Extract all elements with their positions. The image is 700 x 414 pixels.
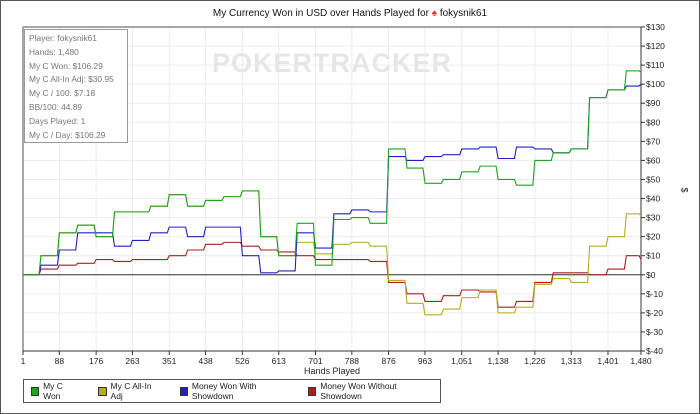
legend-item[interactable]: My C All-In Adj [98,381,158,401]
legend-label: My C All-In Adj [110,381,152,401]
watermark-logo: POKERTRACKER [212,48,452,78]
x-tick-label: 701 [308,356,322,366]
stat-line: My C / Day: $106.29 [29,129,106,140]
x-tick-label: 526 [235,356,249,366]
stat-line: My C / 100: $7.18 [29,88,96,99]
stat-line: My C All-In Adj: $30.95 [29,74,114,85]
legend-item[interactable]: Money Won With Showdown [179,381,287,401]
stats-box: Player: fokysnik61 Hands: 1,480 My C Won: … [24,29,128,143]
legend-swatch [31,386,40,396]
x-tick-label: 1,480 [630,356,652,366]
x-tick-label: 1 [21,356,26,366]
stat-line: My C Won: $106.29 [29,60,103,71]
x-tick-label: 1,401 [597,356,619,366]
series-line-money-won-without-showdown [23,241,642,308]
y-tick-label: $60 [646,155,660,165]
legend-label: Money Won With Showdown [191,381,257,401]
legend-label: Money Won Without Showdown [320,381,397,401]
y-tick-label: $120 [646,41,665,51]
y-tick-label: $30 [646,213,660,223]
stat-line: Player: fokysnik61 [29,33,97,43]
y-tick-label: $90 [646,98,660,108]
y-tick-label: $-10 [646,289,663,299]
x-tick-label: 263 [125,356,139,366]
y-tick-label: $40 [646,194,660,204]
legend: My C Won My C All-In Adj Money Won With Sh… [23,379,441,403]
chart-title: My Currency Won in USD over Hands Played… [0,8,700,19]
legend-item[interactable]: My C Won [31,381,77,401]
y-tick-label: $10 [646,251,660,261]
x-tick-label: 351 [162,356,176,366]
legend-swatch [308,386,317,396]
x-tick-label: 1,051 [451,356,473,366]
y-tick-label: $50 [646,174,660,184]
legend-item[interactable]: Money Won Without Showdown [308,381,426,401]
y-tick-label: $0 [646,270,656,280]
y-tick-label: $100 [646,79,665,89]
y-axis-label: $ [679,187,690,193]
x-tick-label: 788 [345,356,359,366]
y-tick-label: $-30 [646,327,663,337]
y-tick-label: $70 [646,136,660,146]
x-tick-label: 88 [55,356,65,366]
stat-line: Days Played: 1 [29,115,86,126]
x-axis-label: Hands Played [303,366,361,376]
y-tick-label: $110 [646,60,665,70]
series-line-money-won-with-showdown [23,83,642,276]
y-tick-label: $130 [646,22,665,32]
x-tick-label: 438 [199,356,213,366]
x-tick-label: 176 [89,356,103,366]
x-tick-label: 876 [382,356,396,366]
series-line-my-c-won [23,70,642,276]
title-player: fokysnik61 [439,8,488,19]
legend-label: My C Won [43,381,63,401]
y-tick-label: $-20 [646,308,663,318]
legend-swatch [98,386,107,396]
x-tick-label: 613 [272,356,286,366]
stat-line: Hands: 1,480 [29,46,79,57]
pokerstars-spade-icon: ♠ [431,8,438,19]
stat-line: BB/100: 44.89 [29,101,83,112]
y-tick-label: $20 [646,232,660,242]
y-tick-label: $80 [646,117,660,127]
x-tick-label: 1,138 [487,356,509,366]
legend-swatch [179,386,188,396]
y-tick-label: $-40 [646,346,663,356]
title-text: My Currency Won in USD over Hands Played… [212,8,429,19]
x-tick-label: 1,226 [524,356,546,366]
x-tick-label: 963 [418,356,432,366]
x-tick-label: 1,313 [561,356,583,366]
